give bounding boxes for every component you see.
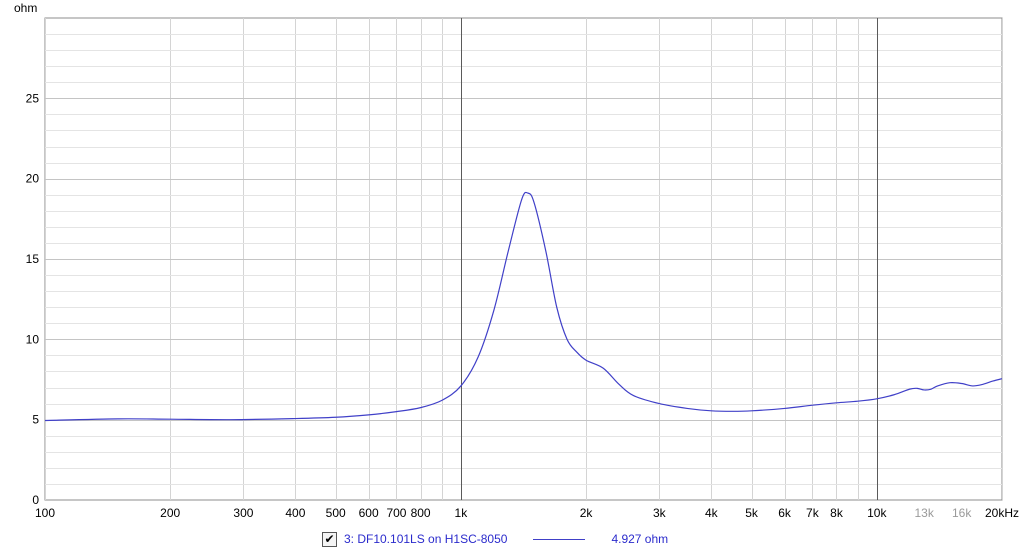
- series-line-impedance: [44, 191, 1003, 422]
- legend: ✔ 3: DF10.101LS on H1SC-8050 4.927 ohm: [322, 531, 668, 547]
- x-tick-label: 5k: [745, 506, 759, 520]
- y-tick-label: 15: [26, 252, 40, 266]
- legend-readout-value: 4.927 ohm: [611, 532, 669, 546]
- x-tick-labels: 100 200 300 400 500 600 700 800 1k 2k 3k 4k 5k 6k 7k 8k…: [35, 506, 1019, 520]
- x-tick-label: 16k: [952, 506, 972, 520]
- y-tick-label: 5: [32, 413, 39, 427]
- x-tick-label: 200: [160, 506, 180, 520]
- x-tick-label: 400: [285, 506, 305, 520]
- y-tick-labels: 0 5 10 15 20 25: [26, 91, 40, 507]
- x-tick-label: 700: [386, 506, 406, 520]
- legend-series-name: 3: DF10.101LS on H1SC-8050: [344, 532, 508, 546]
- x-tick-label: 3k: [653, 506, 667, 520]
- x-tick-label: 300: [233, 506, 253, 520]
- x-tick-label: 100: [35, 506, 55, 520]
- x-tick-label: 800: [411, 506, 431, 520]
- legend-checkbox[interactable]: ✔: [322, 531, 337, 547]
- x-tick-label: 2k: [580, 506, 594, 520]
- grid-major-lines: [461, 18, 878, 500]
- x-tick-label: 8k: [830, 506, 844, 520]
- y-tick-label: 10: [26, 332, 40, 346]
- x-tick-label: 13k: [915, 506, 935, 520]
- y-tick-label: 20: [26, 172, 40, 186]
- y-tick-label: 25: [26, 91, 40, 105]
- x-tick-label: 600: [359, 506, 379, 520]
- x-tick-label: 4k: [705, 506, 719, 520]
- legend-line-swatch: [533, 538, 586, 540]
- x-tick-label: 1k: [455, 506, 469, 520]
- y-axis-unit-label: ohm: [14, 1, 37, 15]
- y-tick-label: 0: [32, 493, 39, 507]
- x-tick-label: 10k: [867, 506, 887, 520]
- x-tick-label: 7k: [806, 506, 820, 520]
- x-tick-label: 500: [326, 506, 346, 520]
- x-tick-label: 20kHz: [985, 506, 1019, 520]
- x-tick-label: 6k: [778, 506, 792, 520]
